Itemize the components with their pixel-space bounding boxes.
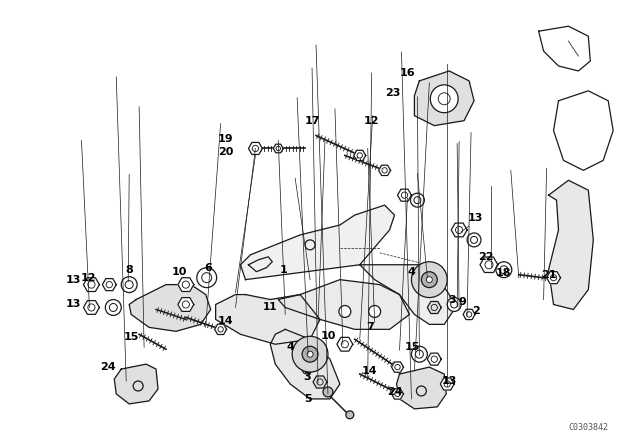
Text: 24: 24	[100, 362, 116, 372]
Text: 15: 15	[124, 332, 139, 342]
Circle shape	[410, 193, 424, 207]
Circle shape	[467, 233, 481, 247]
Circle shape	[447, 297, 461, 311]
Polygon shape	[178, 297, 194, 311]
Polygon shape	[83, 301, 99, 314]
Text: 15: 15	[404, 342, 420, 352]
Text: 13: 13	[66, 275, 81, 284]
Circle shape	[430, 85, 458, 113]
Polygon shape	[270, 329, 340, 399]
Text: C0303842: C0303842	[568, 423, 608, 432]
Polygon shape	[415, 71, 474, 125]
Polygon shape	[397, 367, 446, 409]
Text: 13: 13	[442, 376, 457, 386]
Polygon shape	[392, 362, 403, 372]
Polygon shape	[178, 278, 194, 292]
Polygon shape	[463, 309, 475, 319]
Circle shape	[339, 306, 351, 318]
Polygon shape	[273, 144, 284, 153]
Polygon shape	[115, 364, 158, 404]
Polygon shape	[440, 378, 454, 390]
Text: 14: 14	[362, 366, 378, 376]
Polygon shape	[360, 265, 454, 324]
Text: 13: 13	[66, 298, 81, 309]
Polygon shape	[379, 165, 390, 176]
Circle shape	[307, 351, 313, 357]
Polygon shape	[241, 205, 394, 280]
Text: 23: 23	[385, 88, 400, 98]
Polygon shape	[337, 337, 353, 351]
Polygon shape	[428, 302, 441, 314]
Text: 19: 19	[218, 134, 234, 143]
Circle shape	[302, 346, 318, 362]
Text: 11: 11	[263, 302, 278, 312]
Text: 4: 4	[408, 267, 415, 277]
Circle shape	[292, 336, 328, 372]
Text: 17: 17	[304, 116, 320, 125]
Polygon shape	[216, 294, 320, 344]
Polygon shape	[397, 189, 412, 201]
Circle shape	[412, 262, 447, 297]
Text: 9: 9	[458, 297, 466, 306]
Polygon shape	[83, 278, 99, 292]
Polygon shape	[354, 150, 365, 160]
Circle shape	[412, 346, 428, 362]
Text: 8: 8	[125, 265, 133, 275]
Circle shape	[496, 262, 512, 278]
Text: 1: 1	[279, 265, 287, 275]
Polygon shape	[129, 284, 211, 332]
Circle shape	[106, 300, 121, 315]
Text: 10: 10	[171, 267, 187, 277]
Text: 24: 24	[387, 387, 403, 397]
Text: 12: 12	[364, 116, 380, 125]
Circle shape	[302, 364, 312, 374]
Polygon shape	[480, 257, 498, 272]
Text: 3: 3	[449, 294, 456, 305]
Text: 14: 14	[218, 316, 234, 327]
Text: 3: 3	[303, 372, 311, 382]
Circle shape	[121, 277, 137, 293]
Polygon shape	[548, 180, 593, 310]
Polygon shape	[313, 376, 327, 388]
Polygon shape	[102, 279, 116, 291]
Text: 5: 5	[304, 394, 312, 404]
Text: 2: 2	[472, 306, 480, 316]
Circle shape	[369, 306, 381, 318]
Text: 20: 20	[218, 147, 233, 157]
Text: 6: 6	[204, 263, 212, 273]
Text: 18: 18	[496, 268, 511, 278]
Circle shape	[317, 349, 327, 359]
Circle shape	[421, 271, 437, 288]
Text: 13: 13	[467, 213, 483, 223]
Circle shape	[346, 411, 354, 419]
Polygon shape	[451, 223, 467, 237]
Text: 21: 21	[541, 270, 556, 280]
Polygon shape	[547, 271, 561, 284]
Polygon shape	[214, 324, 227, 335]
Text: 16: 16	[399, 68, 415, 78]
Circle shape	[426, 277, 432, 283]
Text: 7: 7	[366, 323, 374, 332]
Circle shape	[196, 268, 217, 288]
Text: 10: 10	[320, 332, 335, 341]
Text: 22: 22	[478, 252, 493, 262]
Circle shape	[323, 387, 333, 397]
Text: 12: 12	[81, 273, 96, 283]
Polygon shape	[278, 280, 410, 329]
Polygon shape	[428, 353, 441, 365]
Polygon shape	[392, 389, 403, 399]
Polygon shape	[248, 142, 262, 155]
Text: 4: 4	[286, 342, 294, 352]
